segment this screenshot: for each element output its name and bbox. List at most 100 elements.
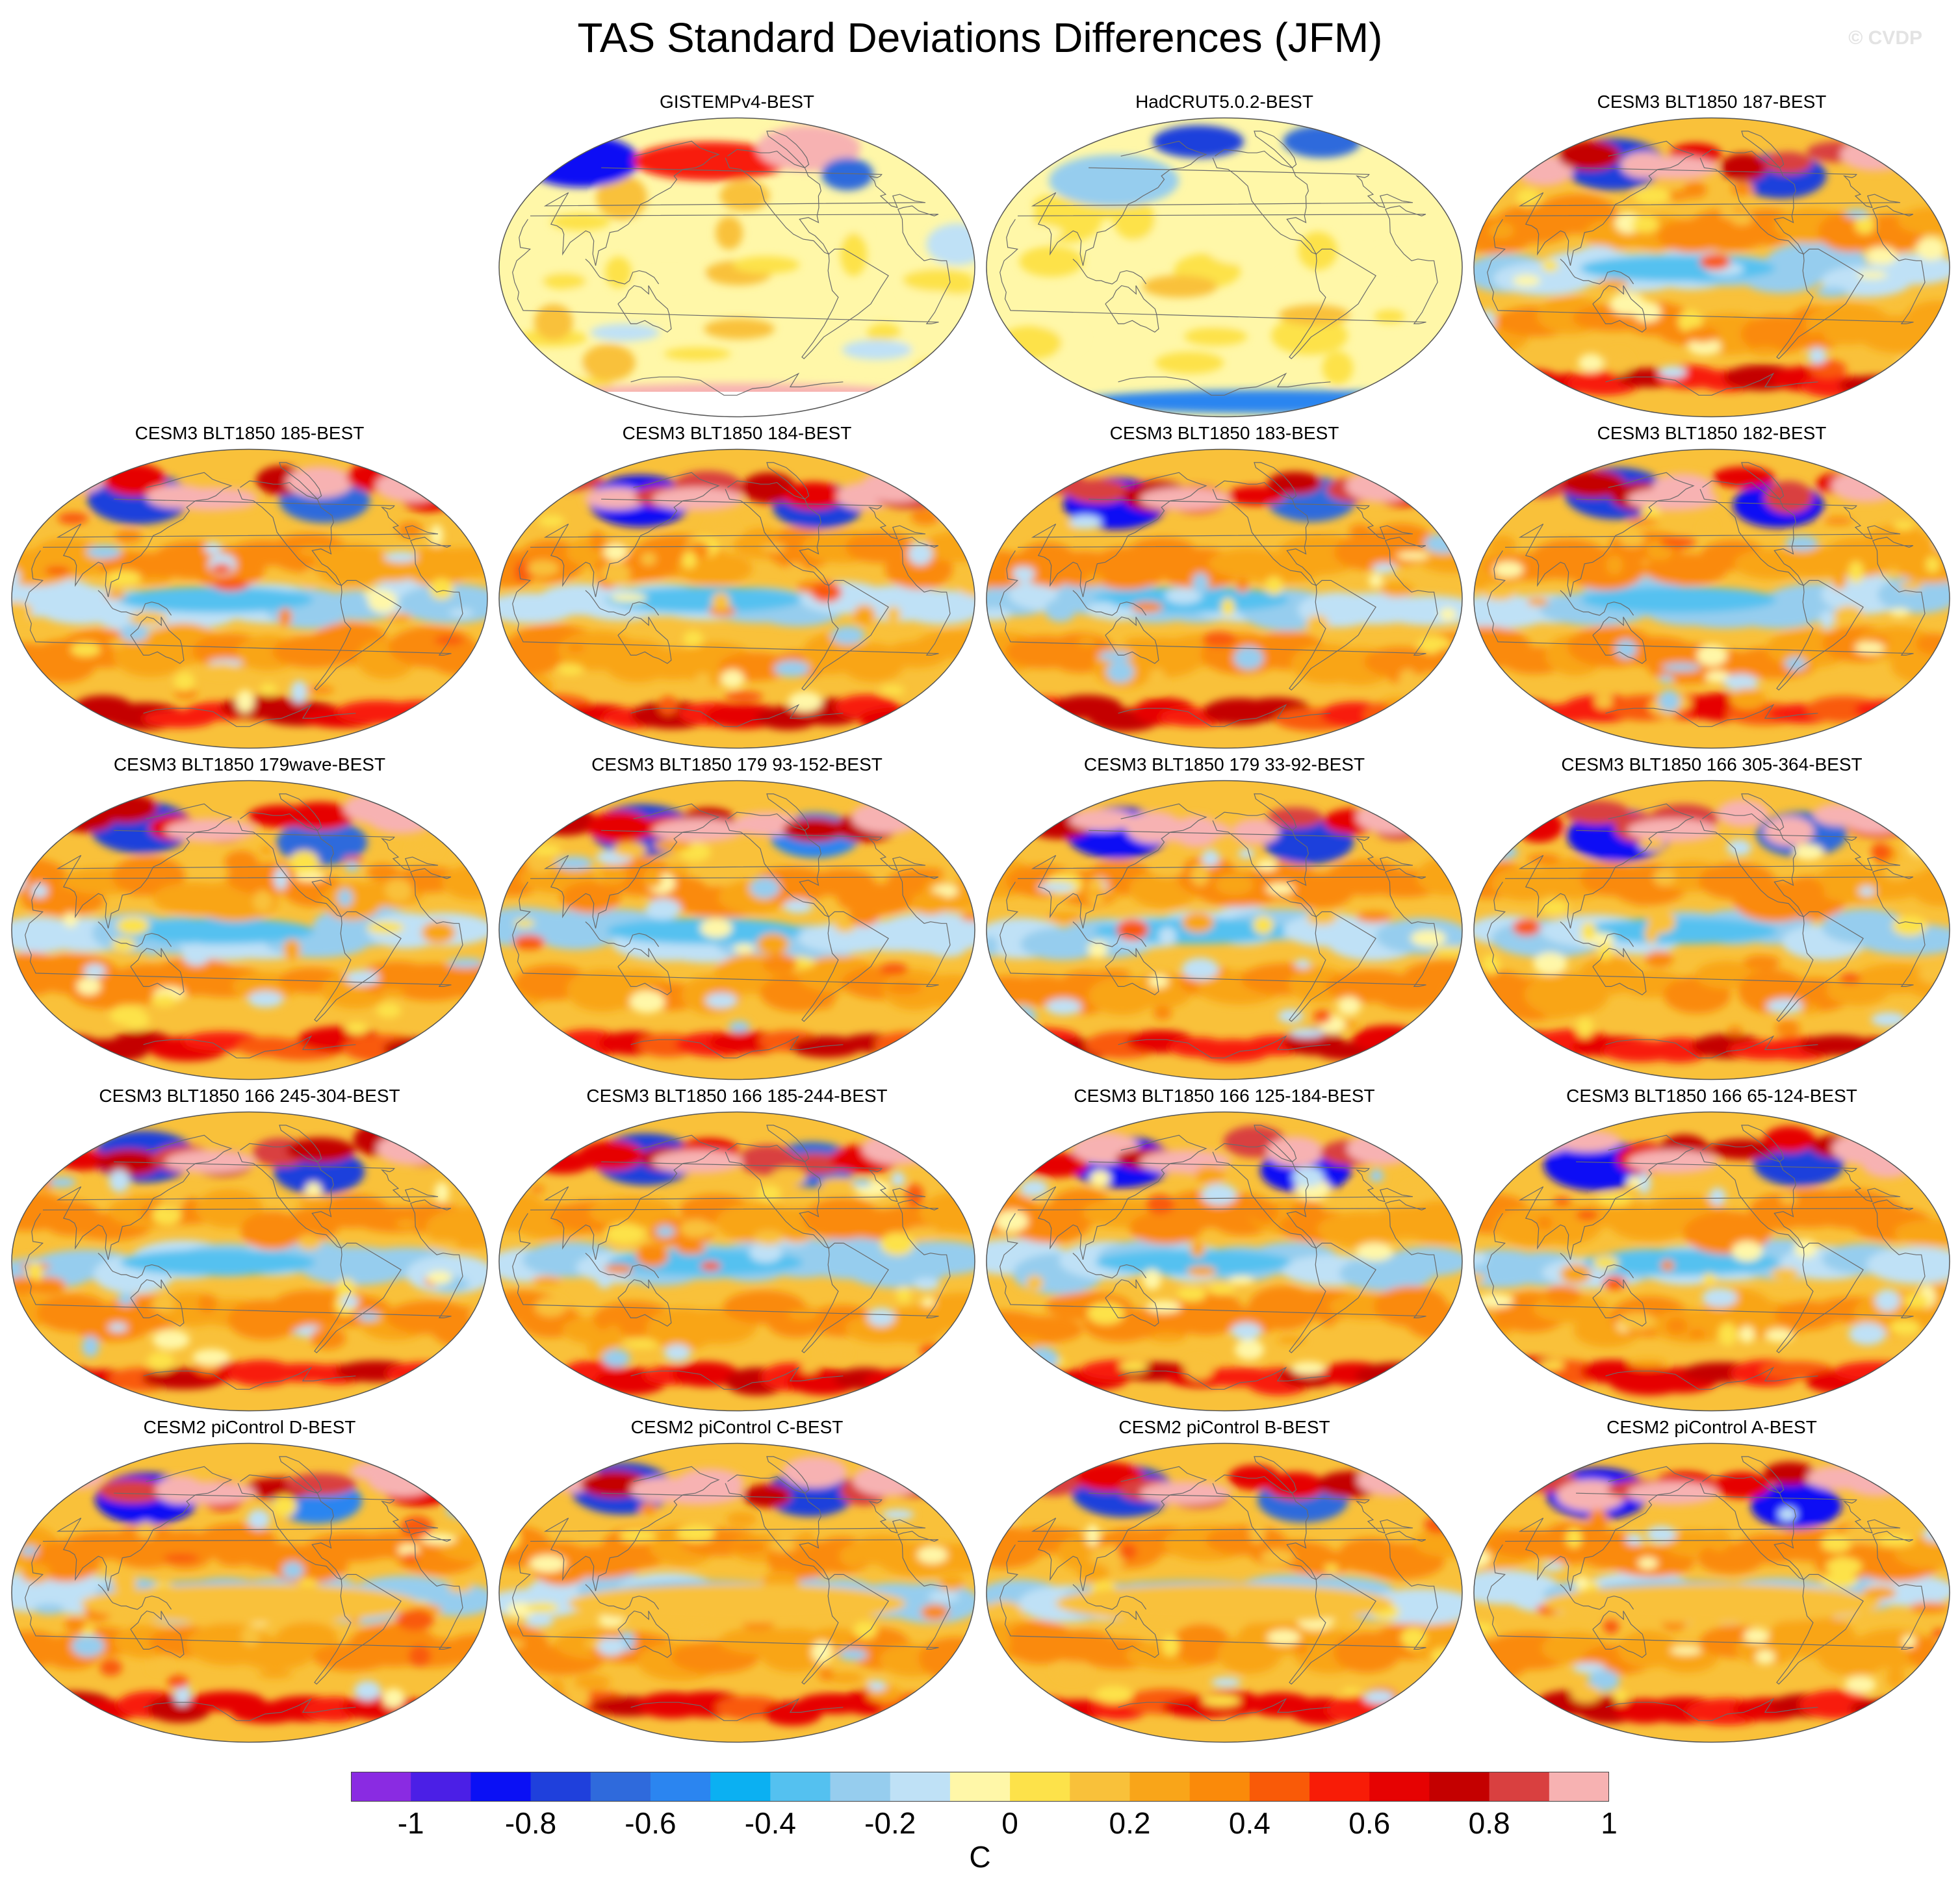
field-blob bbox=[1638, 1171, 1651, 1194]
field-blob bbox=[1821, 1534, 1852, 1553]
map-boundary bbox=[1473, 1111, 1950, 1412]
field-blob bbox=[105, 570, 142, 585]
field-blob bbox=[478, 858, 487, 869]
coastline bbox=[1741, 1456, 1785, 1494]
field-blob bbox=[499, 1505, 509, 1524]
field-blob bbox=[1596, 1194, 1632, 1206]
field-blob bbox=[1194, 1166, 1225, 1184]
field-blob bbox=[1207, 1283, 1235, 1295]
field-blob bbox=[500, 1526, 521, 1549]
field-blob bbox=[886, 981, 923, 995]
field-blob bbox=[986, 936, 998, 958]
field-blob bbox=[1567, 548, 1645, 591]
field-blob bbox=[420, 1533, 457, 1545]
field-blob bbox=[1770, 1268, 1799, 1280]
coastline bbox=[1776, 248, 1864, 359]
field-blob bbox=[874, 1031, 943, 1056]
coastline bbox=[25, 1531, 463, 1650]
field-blob bbox=[1512, 919, 1541, 936]
field-blob bbox=[1627, 517, 1659, 525]
field-blob bbox=[1588, 1509, 1608, 1533]
colorbar-swatch bbox=[1070, 1772, 1131, 1802]
field-blob bbox=[897, 589, 975, 625]
field-blob bbox=[738, 1145, 797, 1175]
field-blob bbox=[1003, 1028, 1081, 1049]
field-blob bbox=[1862, 1586, 1897, 1600]
field-blob bbox=[810, 581, 842, 603]
field-blob bbox=[582, 344, 636, 381]
field-blob bbox=[81, 1584, 419, 1623]
field-blob bbox=[1764, 151, 1812, 175]
field-blob bbox=[1897, 207, 1950, 236]
field-blob bbox=[1283, 125, 1361, 158]
field-blobs bbox=[12, 1461, 487, 1724]
coastline bbox=[1592, 1610, 1647, 1658]
field-blob bbox=[151, 993, 177, 1007]
field-blob bbox=[1495, 369, 1566, 398]
field-blob bbox=[1146, 1300, 1181, 1314]
field-blob bbox=[1627, 1481, 1718, 1505]
field-blob bbox=[165, 1481, 256, 1505]
map-panel: CESM3 BLT1850 185-BEST bbox=[9, 422, 490, 750]
coastline bbox=[1105, 947, 1159, 995]
field-blob bbox=[998, 326, 1062, 360]
field-blob bbox=[1401, 1260, 1435, 1277]
field-blob bbox=[1495, 700, 1558, 724]
field-blob bbox=[797, 1531, 815, 1548]
field-blob bbox=[298, 546, 332, 557]
field-blob bbox=[1658, 689, 1681, 712]
colorbar-swatch bbox=[1489, 1772, 1550, 1802]
field-blob bbox=[1356, 1242, 1393, 1261]
field-blobs bbox=[1474, 1126, 1950, 1396]
coastline bbox=[550, 140, 720, 266]
coastline bbox=[56, 1161, 439, 1203]
field-blob bbox=[1403, 960, 1462, 991]
coastline bbox=[1072, 921, 1147, 947]
field-blob bbox=[1378, 595, 1462, 626]
figure-title: TAS Standard Deviations Differences (JFM… bbox=[577, 14, 1383, 61]
field-blob bbox=[1785, 656, 1807, 671]
field-blob bbox=[1142, 1269, 1161, 1290]
coastline bbox=[237, 480, 342, 587]
field-blob bbox=[1576, 1017, 1594, 1038]
coastline bbox=[1605, 372, 1818, 396]
field-blob bbox=[527, 560, 560, 576]
field-blob bbox=[213, 578, 248, 591]
coastline bbox=[630, 1035, 844, 1058]
field-blob bbox=[1916, 237, 1946, 261]
coastline bbox=[1518, 498, 1901, 540]
field-blob bbox=[1025, 1347, 1059, 1370]
field-blob bbox=[1012, 565, 1035, 582]
field-layer bbox=[986, 1443, 1462, 1743]
field-blob bbox=[783, 899, 813, 913]
map-panel: CESM3 BLT1850 187-BEST bbox=[1471, 91, 1952, 419]
field-layer bbox=[1474, 1112, 1950, 1411]
field-blob bbox=[1363, 700, 1423, 729]
field-blob bbox=[1576, 1210, 1599, 1220]
field-blob bbox=[151, 1296, 175, 1312]
coastline bbox=[56, 830, 439, 871]
field-blob bbox=[1871, 1012, 1907, 1027]
field-blob bbox=[1659, 537, 1696, 548]
field-blob bbox=[1374, 309, 1406, 324]
field-blob bbox=[105, 591, 126, 600]
colorbar-swatch bbox=[1309, 1772, 1370, 1802]
field-blob bbox=[1153, 125, 1244, 158]
field-blob bbox=[1206, 229, 1280, 265]
field-blob bbox=[1582, 918, 1777, 944]
field-blob bbox=[1256, 859, 1278, 871]
field-blob bbox=[867, 1307, 895, 1327]
field-blob bbox=[1171, 1624, 1231, 1665]
field-blob bbox=[1606, 351, 1632, 375]
field-blob bbox=[1541, 259, 1559, 272]
field-blob bbox=[1666, 1317, 1688, 1334]
field-blob bbox=[1702, 1273, 1716, 1285]
map-field bbox=[11, 780, 488, 1080]
coastline bbox=[1212, 480, 1317, 587]
field-blob bbox=[434, 1182, 450, 1203]
field-blob bbox=[1875, 1289, 1900, 1312]
field-blob bbox=[35, 1034, 103, 1058]
coastlines bbox=[25, 462, 463, 727]
coastline bbox=[1118, 1366, 1331, 1390]
coastline bbox=[512, 537, 951, 656]
